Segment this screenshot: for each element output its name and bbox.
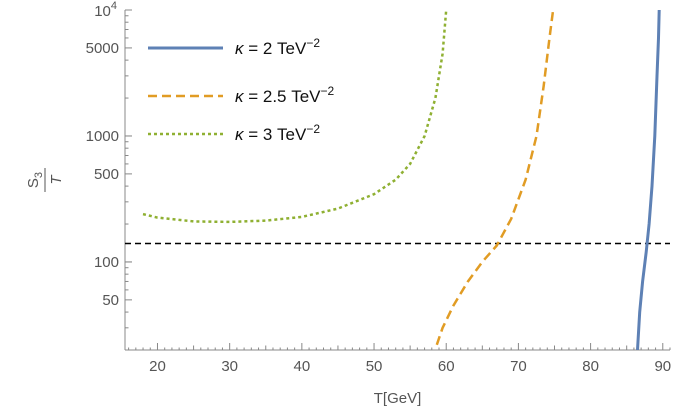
x-axis-ticks: 20 30 40 50 60 70 80 90 [128,343,671,375]
y-axis-title-denominator: T [48,174,65,185]
x-axis-title: T[GeV] [374,390,422,407]
x-tick-label: 70 [510,358,527,375]
y-axis-title-numerator: S3 [25,172,45,188]
y-tick-label-top: 104 [94,0,117,20]
legend: κ = 2 TeV−2 κ = 2.5 TeV−2 κ = 3 TeV−2 [148,36,335,144]
x-tick-label: 90 [654,358,671,375]
legend-label-1: κ = 2 TeV−2 [235,36,320,58]
y-tick-label: 50 [102,292,119,309]
legend-label-3: κ = 3 TeV−2 [235,122,320,144]
x-tick-label: 20 [149,358,166,375]
x-tick-label: 30 [221,358,238,375]
plot-frame [124,10,670,351]
x-tick-label: 50 [366,358,383,375]
x-tick-label: 60 [438,358,455,375]
series-line-3 [142,10,448,224]
y-axis-title: S3 T [25,168,65,192]
series-layer [142,10,661,350]
y-tick-label: 5000 [86,40,119,57]
x-tick-label: 40 [294,358,311,375]
series-line-1 [636,10,661,350]
y-axis-ticks: 50 100 500 1000 5000 104 [86,0,132,351]
y-tick-label: 100 [94,254,119,271]
y-tick-label: 500 [94,166,119,183]
legend-label-2: κ = 2.5 TeV−2 [235,84,335,106]
y-tick-label: 1000 [86,128,119,145]
x-tick-label: 80 [582,358,599,375]
series-line-2 [435,10,555,346]
